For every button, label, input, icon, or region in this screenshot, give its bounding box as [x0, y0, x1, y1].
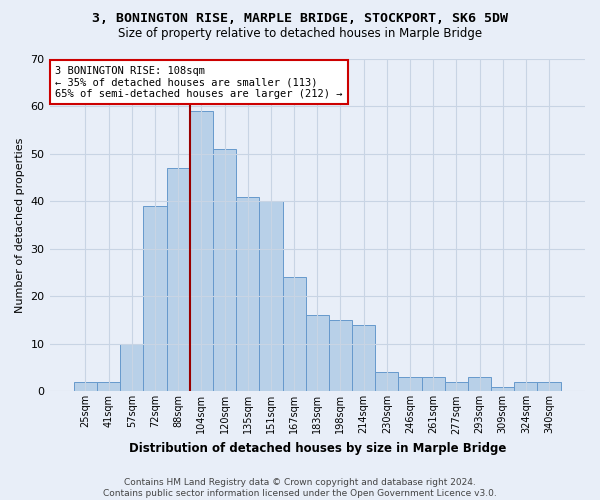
Bar [398, 377, 422, 392]
Bar [283, 278, 305, 392]
Bar [352, 325, 375, 392]
Bar [305, 316, 329, 392]
X-axis label: Distribution of detached houses by size in Marple Bridge: Distribution of detached houses by size … [128, 442, 506, 455]
Bar [190, 111, 213, 392]
Bar [445, 382, 468, 392]
Text: Size of property relative to detached houses in Marple Bridge: Size of property relative to detached ho… [118, 28, 482, 40]
Bar [213, 149, 236, 392]
Bar [491, 386, 514, 392]
Bar [97, 382, 120, 392]
Text: 3 BONINGTON RISE: 108sqm
← 35% of detached houses are smaller (113)
65% of semi-: 3 BONINGTON RISE: 108sqm ← 35% of detach… [55, 66, 343, 99]
Bar [143, 206, 167, 392]
Text: 3, BONINGTON RISE, MARPLE BRIDGE, STOCKPORT, SK6 5DW: 3, BONINGTON RISE, MARPLE BRIDGE, STOCKP… [92, 12, 508, 26]
Bar [259, 202, 283, 392]
Bar [375, 372, 398, 392]
Bar [74, 382, 97, 392]
Bar [329, 320, 352, 392]
Bar [514, 382, 538, 392]
Y-axis label: Number of detached properties: Number of detached properties [15, 138, 25, 313]
Bar [120, 344, 143, 392]
Bar [538, 382, 560, 392]
Bar [468, 377, 491, 392]
Text: Contains HM Land Registry data © Crown copyright and database right 2024.
Contai: Contains HM Land Registry data © Crown c… [103, 478, 497, 498]
Bar [422, 377, 445, 392]
Bar [167, 168, 190, 392]
Bar [236, 196, 259, 392]
